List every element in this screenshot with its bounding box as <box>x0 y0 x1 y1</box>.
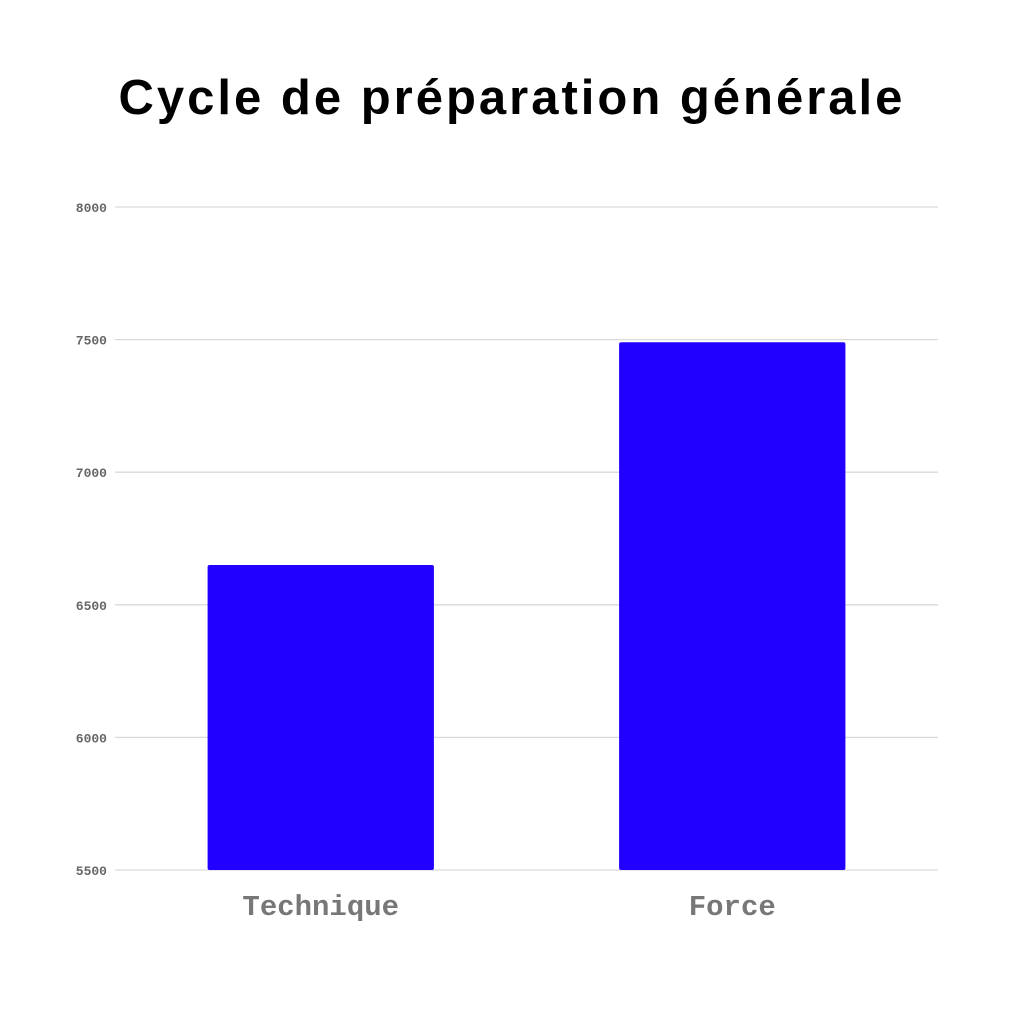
x-axis-labels: Technique Force <box>242 891 775 924</box>
y-axis-ticks: 5500 6000 6500 7000 7500 8000 <box>76 201 107 879</box>
bar-technique <box>207 565 434 870</box>
x-category-label: Force <box>689 891 776 924</box>
y-tick-label: 7500 <box>76 334 107 349</box>
y-tick-label: 6500 <box>76 599 107 614</box>
chart-title: Cycle de préparation générale <box>118 71 906 125</box>
y-tick-label: 7000 <box>76 466 107 481</box>
bars <box>207 342 846 870</box>
x-category-label: Technique <box>242 891 399 924</box>
bar-force <box>619 342 846 870</box>
y-tick-label: 8000 <box>76 201 107 216</box>
y-tick-label: 5500 <box>76 864 107 879</box>
y-tick-label: 6000 <box>76 731 107 746</box>
